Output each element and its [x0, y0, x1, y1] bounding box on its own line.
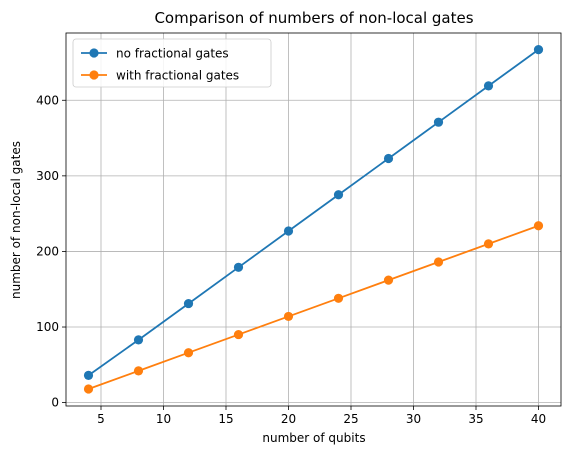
y-tick-label: 100 — [36, 320, 59, 334]
x-tick-label: 5 — [97, 412, 105, 426]
data-point-series-0 — [183, 298, 194, 309]
legend-marker-0 — [89, 48, 99, 58]
data-point-series-0 — [283, 226, 294, 236]
y-tick-label: 0 — [51, 396, 59, 410]
series-lines — [87, 48, 540, 390]
x-axis-ticks: 5 10 15 20 25 30 35 40 — [97, 406, 546, 426]
series-line-1 — [88, 224, 539, 390]
grid-lines — [66, 33, 561, 406]
data-point-series-0 — [83, 370, 94, 380]
x-tick-label: 25 — [343, 412, 358, 426]
data-point-series-1 — [483, 239, 494, 249]
data-point-series-0 — [533, 45, 544, 55]
x-tick-label: 30 — [406, 412, 421, 426]
x-tick-label: 20 — [281, 412, 296, 426]
legend-marker-1 — [89, 70, 99, 80]
data-point-series-0 — [433, 117, 444, 127]
data-point-series-1 — [83, 384, 94, 394]
legend-box — [72, 38, 272, 88]
y-tick-label: 300 — [36, 169, 59, 183]
x-tick-label: 35 — [468, 412, 483, 426]
y-axis-label: number of non-local gates — [9, 141, 23, 299]
data-point-series-1 — [133, 366, 144, 376]
data-point-series-1 — [283, 311, 294, 322]
legend-label-0: no fractional gates — [116, 47, 229, 61]
data-point-series-0 — [233, 262, 244, 272]
legend-label-1: with fractional gates — [116, 69, 239, 83]
series-line-0 — [87, 48, 540, 377]
data-point-series-0 — [383, 153, 394, 164]
x-axis-label: number of qubits — [262, 431, 365, 445]
series-markers — [83, 45, 544, 394]
data-point-series-0 — [133, 335, 144, 345]
data-point-series-1 — [383, 275, 394, 285]
x-tick-label: 40 — [531, 412, 546, 426]
y-axis-ticks: 0 100 200 300 400 — [36, 93, 66, 410]
data-point-series-1 — [333, 293, 344, 303]
y-tick-label: 200 — [36, 244, 59, 258]
y-tick-label: 400 — [36, 93, 59, 107]
data-point-series-1 — [233, 329, 244, 340]
data-point-series-0 — [333, 190, 344, 200]
data-point-series-1 — [433, 257, 444, 267]
data-point-series-0 — [483, 81, 494, 91]
legend: no fractional gates with fractional gates — [72, 38, 272, 88]
x-tick-label: 15 — [218, 412, 233, 426]
plot-frame — [65, 32, 562, 407]
x-tick-label: 10 — [156, 412, 171, 426]
data-point-series-1 — [183, 348, 194, 358]
chart-title: Comparison of numbers of non-local gates — [154, 9, 473, 27]
data-point-series-1 — [533, 221, 544, 231]
